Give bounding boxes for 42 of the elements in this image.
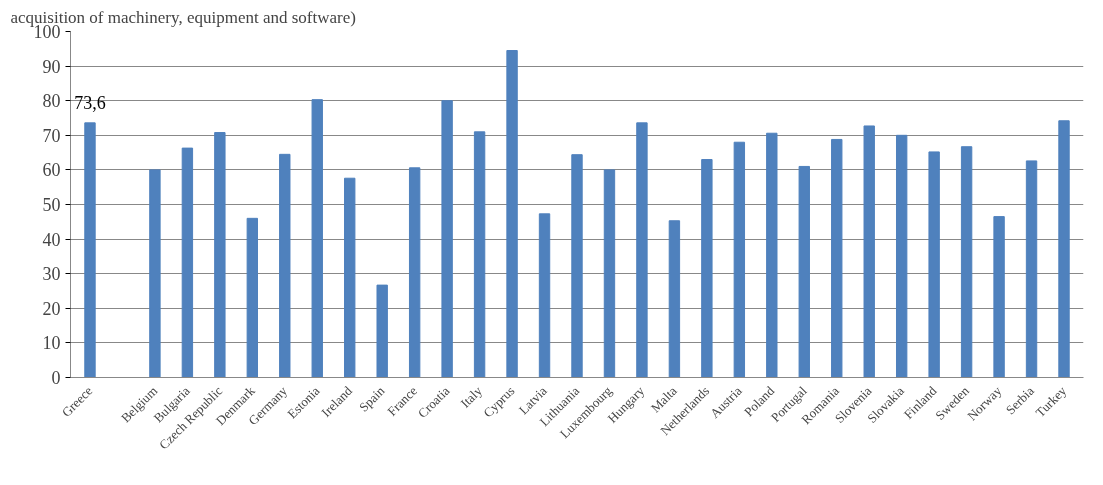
bar <box>149 169 161 378</box>
bar <box>571 154 583 378</box>
bar <box>441 100 453 378</box>
y-tick-label: 60 <box>42 160 61 181</box>
bar <box>636 122 648 378</box>
bar <box>538 213 551 378</box>
bar <box>993 216 1005 378</box>
bar <box>408 167 421 378</box>
bar <box>473 131 486 378</box>
bar <box>831 138 843 378</box>
bar <box>311 99 323 378</box>
bar <box>863 125 875 378</box>
bar <box>668 220 681 378</box>
x-tick-label: Italy <box>457 382 486 411</box>
y-tick-label: 30 <box>42 264 61 285</box>
y-tick-label: 80 <box>42 91 61 112</box>
bar <box>766 132 778 378</box>
bar <box>279 153 291 378</box>
bar <box>798 165 810 378</box>
bar <box>960 146 973 378</box>
bar <box>895 134 908 378</box>
bar <box>1058 120 1070 378</box>
data-label: 73,6 <box>74 92 106 113</box>
bar <box>181 147 194 378</box>
bar <box>506 50 518 378</box>
bar <box>376 284 388 378</box>
y-tick-label: 70 <box>42 125 61 146</box>
bar <box>603 169 616 378</box>
bar <box>1025 160 1038 378</box>
bar <box>344 177 356 378</box>
y-tick-label: 20 <box>42 298 61 319</box>
y-tick-label: 10 <box>42 333 61 354</box>
y-tick-label: 40 <box>42 229 61 250</box>
bar <box>214 132 226 378</box>
bar <box>701 159 713 378</box>
y-tick-label: 90 <box>42 56 61 77</box>
y-tick-label: 0 <box>51 368 61 388</box>
y-tick-label: 50 <box>42 195 61 215</box>
bar <box>246 217 259 378</box>
bar <box>733 141 746 378</box>
bar <box>928 151 940 378</box>
bar <box>84 122 96 378</box>
